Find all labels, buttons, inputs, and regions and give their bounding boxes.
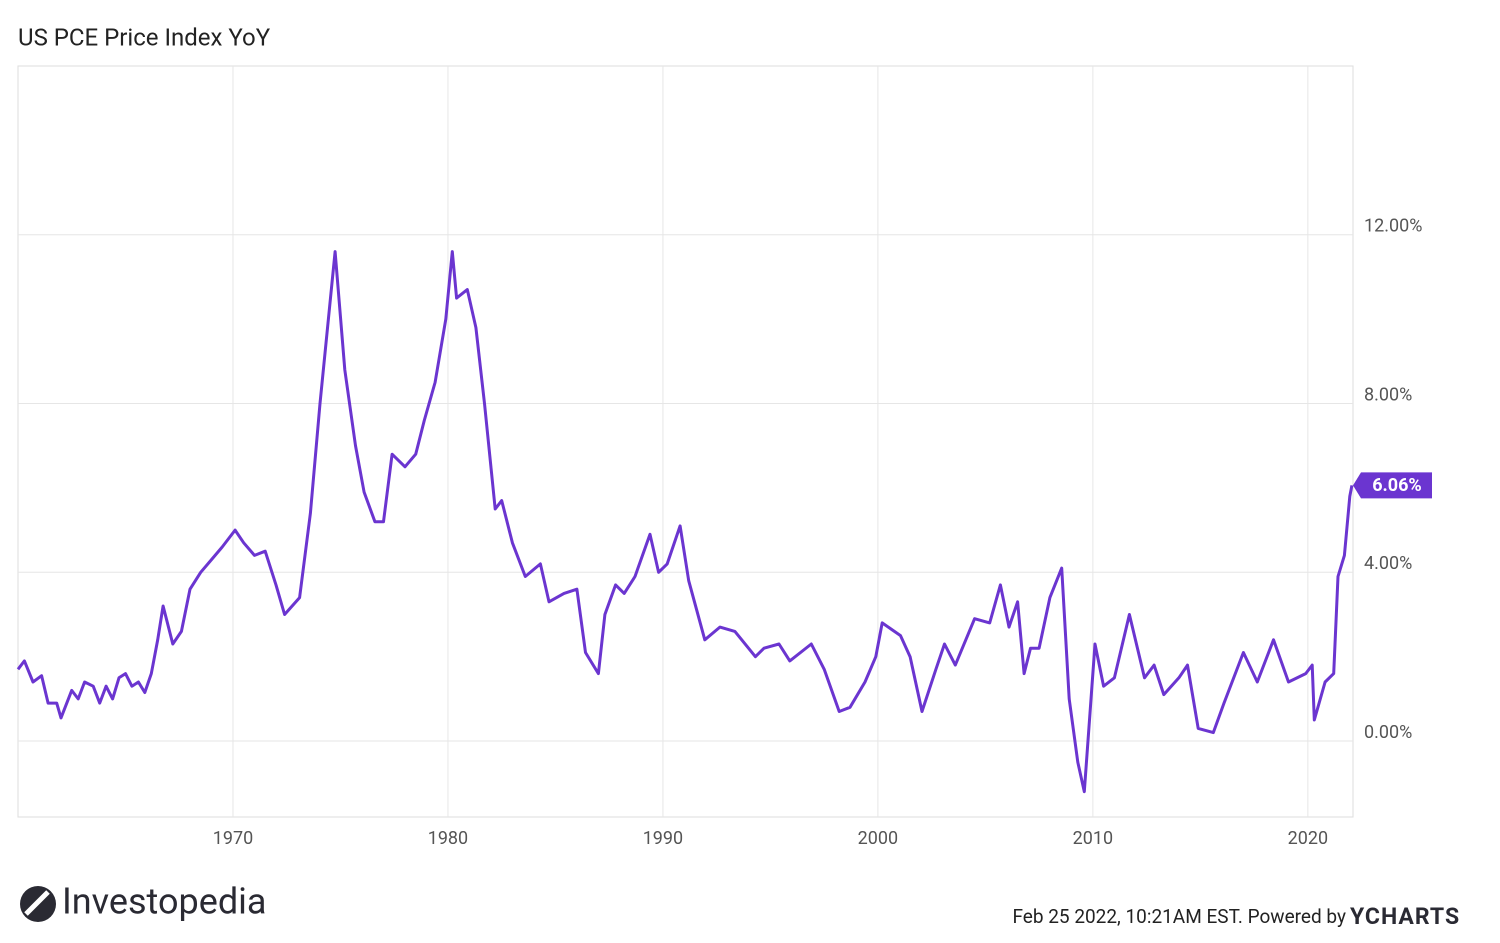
- y-tick-label: 8.00%: [1364, 384, 1412, 405]
- y-tick-label: 0.00%: [1364, 722, 1412, 743]
- logo-slash: [24, 890, 50, 916]
- brand-name: Investopedia: [62, 881, 266, 923]
- y-tick-label: 12.00%: [1364, 216, 1422, 237]
- source-logo: YCHARTS: [1350, 903, 1460, 930]
- x-tick-label: 2000: [858, 828, 898, 849]
- last-value-badge: [1353, 472, 1432, 499]
- y-tick-label: 4.00%: [1364, 553, 1412, 574]
- x-tick-label: 2010: [1073, 828, 1113, 849]
- x-tick-label: 1990: [643, 828, 683, 849]
- brand-logo: [20, 886, 56, 922]
- x-tick-label: 1970: [213, 828, 253, 849]
- line: [16, 250, 1354, 794]
- last-value-label: 6.06%: [1372, 475, 1422, 496]
- chart-title: US PCE Price Index YoY: [18, 23, 271, 51]
- plot-border: [17, 65, 1354, 818]
- x-tick-label: 2020: [1288, 828, 1328, 849]
- timestamp: Feb 25 2022, 10:21AM EST. Powered by: [1012, 905, 1346, 928]
- x-tick-label: 1980: [428, 828, 468, 849]
